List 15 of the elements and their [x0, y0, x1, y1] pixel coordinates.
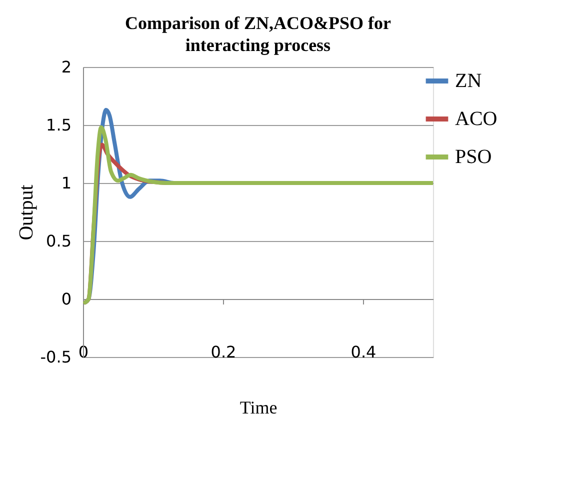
x-tick-label: 0.4 — [350, 342, 376, 362]
y-tick-label: 0 — [61, 290, 72, 308]
y-tick-label: 2 — [61, 58, 72, 76]
legend-label: ACO — [455, 108, 498, 130]
legend-label: ZN — [455, 70, 482, 92]
x-tick-label: 0.2 — [210, 342, 236, 362]
y-tick-label: 1.5 — [46, 116, 72, 134]
x-axis-title: Time — [240, 398, 278, 418]
legend-label: PSO — [455, 146, 492, 168]
y-tick-label: 1 — [61, 174, 72, 192]
y-axis-title: Output — [15, 184, 38, 240]
line-series — [83, 125, 433, 304]
chart-title: Comparison of ZN,ACO&PSO for interacting process — [125, 13, 392, 55]
y-tick-label: -0.5 — [40, 348, 72, 366]
y-tick-label: 0.5 — [46, 232, 72, 250]
